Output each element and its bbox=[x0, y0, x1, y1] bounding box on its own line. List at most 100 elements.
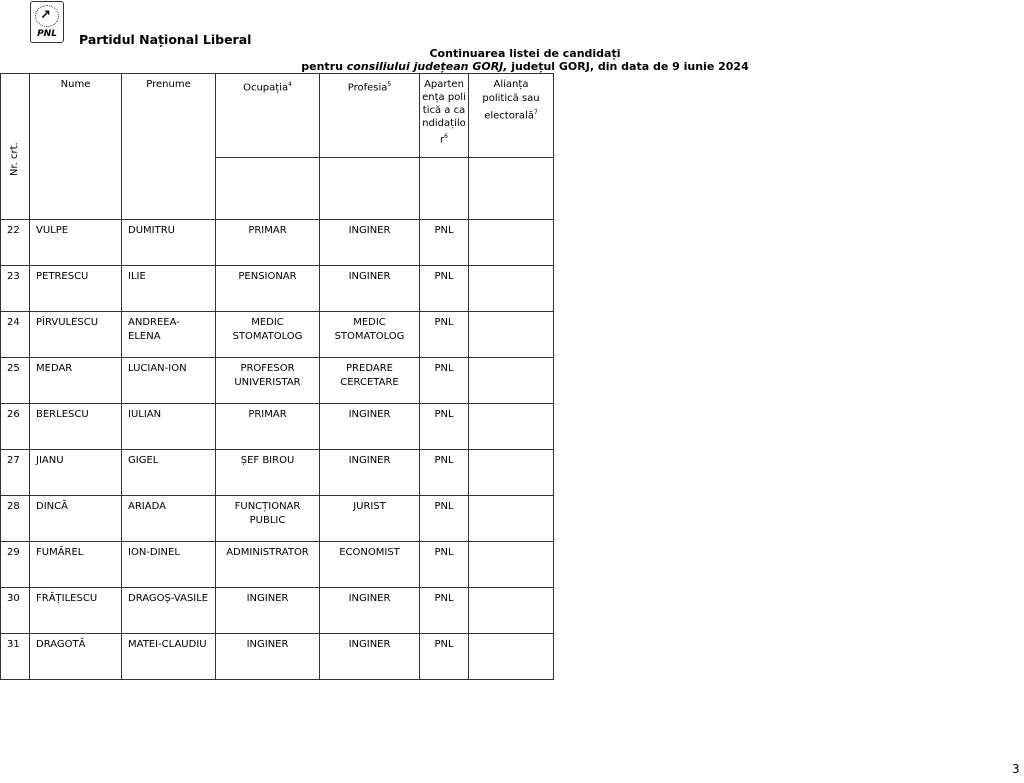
table-row: 22 VULPE DUMITRU PRIMAR INGINER PNL bbox=[0, 219, 554, 266]
header-ocupatia-text: Ocupația bbox=[243, 82, 289, 94]
cell-profesia: INGINER bbox=[319, 219, 420, 266]
cell-nume: JIANU bbox=[29, 449, 122, 496]
cell-prenume: ILIE bbox=[121, 265, 216, 312]
header-apartenenta: Apartenența politică a candidaților6 bbox=[419, 73, 469, 158]
cell-alianta bbox=[468, 587, 554, 634]
cell-prenume: ION-DINEL bbox=[121, 541, 216, 588]
cell-nr: 27 bbox=[0, 449, 30, 496]
empty-cell bbox=[419, 157, 469, 220]
header-prenume: Prenume bbox=[121, 73, 216, 220]
cell-alianta bbox=[468, 311, 554, 358]
cell-nume: BERLESCU bbox=[29, 403, 122, 450]
footnote-ref: 4 bbox=[288, 81, 292, 88]
cell-ocupatia: PENSIONAR bbox=[215, 265, 320, 312]
logo-text: PNL bbox=[37, 29, 57, 39]
cell-ocupatia: PROFESOR UNIVERISTAR bbox=[215, 357, 320, 404]
cell-prenume: IULIAN bbox=[121, 403, 216, 450]
cell-alianta bbox=[468, 265, 554, 312]
header-alianta-text: Alianța politică sau electorală bbox=[482, 79, 540, 122]
cell-ocupatia: INGINER bbox=[215, 587, 320, 634]
cell-profesia: ECONOMIST bbox=[319, 541, 420, 588]
cell-nume: DINCĂ bbox=[29, 495, 122, 542]
cell-alianta bbox=[468, 495, 554, 542]
cell-apartenenta: PNL bbox=[419, 541, 469, 588]
header-nume: Nume bbox=[29, 73, 122, 220]
table-row: 28 DINCĂ ARIADA FUNCȚIONAR PUBLIC JURIST PNL bbox=[0, 495, 554, 542]
cell-prenume: MATEI-CLAUDIU bbox=[121, 633, 216, 680]
table-row: 25 MEDAR LUCIAN-ION PROFESOR UNIVERISTAR PRE… bbox=[0, 357, 554, 404]
cell-alianta bbox=[468, 403, 554, 450]
cell-profesia: PREDARE CERCETARE bbox=[319, 357, 420, 404]
cell-ocupatia: MEDIC STOMATOLOG bbox=[215, 311, 320, 358]
cell-alianta bbox=[468, 541, 554, 588]
cell-apartenenta: PNL bbox=[419, 449, 469, 496]
cell-nume: PÎRVULESCU bbox=[29, 311, 122, 358]
cell-apartenenta: PNL bbox=[419, 219, 469, 266]
footnote-ref: 7 bbox=[533, 109, 538, 116]
cell-nr: 31 bbox=[0, 633, 30, 680]
cell-apartenenta: PNL bbox=[419, 403, 469, 450]
cell-prenume: LUCIAN-ION bbox=[121, 357, 216, 404]
cell-nume: FRĂȚILESCU bbox=[29, 587, 122, 634]
cell-apartenenta: PNL bbox=[419, 357, 469, 404]
cell-ocupatia: ȘEF BIROU bbox=[215, 449, 320, 496]
cell-nr: 22 bbox=[0, 219, 30, 266]
table-row: 30 FRĂȚILESCU DRAGOȘ-VASILE INGINER INGINER P… bbox=[0, 587, 554, 634]
table-row: 29 FUMĂREL ION-DINEL ADMINISTRATOR ECONOMIST… bbox=[0, 541, 554, 588]
table-row: 26 BERLESCU IULIAN PRIMAR INGINER PNL bbox=[0, 403, 554, 450]
stars-circle-icon bbox=[35, 5, 59, 27]
cell-prenume: GIGEL bbox=[121, 449, 216, 496]
cell-nume: FUMĂREL bbox=[29, 541, 122, 588]
cell-ocupatia: INGINER bbox=[215, 633, 320, 680]
title-italic: consiliului județean GORJ, bbox=[346, 60, 508, 73]
cell-ocupatia: PRIMAR bbox=[215, 403, 320, 450]
title-suffix: județul GORJ, din data de 9 iunie 2024 bbox=[507, 60, 749, 73]
cell-apartenenta: PNL bbox=[419, 495, 469, 542]
header-profesia: Profesia5 bbox=[319, 73, 420, 158]
cell-nr: 25 bbox=[0, 357, 30, 404]
table-row: 31 DRAGOTĂ MATEI-CLAUDIU INGINER INGINER PNL bbox=[0, 633, 554, 680]
cell-nr: 24 bbox=[0, 311, 30, 358]
title-line2: pentru consiliului județean GORJ, județu… bbox=[300, 60, 750, 73]
header-profesia-text: Profesia bbox=[347, 82, 388, 94]
cell-profesia: INGINER bbox=[319, 587, 420, 634]
cell-nr: 28 bbox=[0, 495, 30, 542]
cell-nume: VULPE bbox=[29, 219, 122, 266]
cell-nr: 26 bbox=[0, 403, 30, 450]
cell-ocupatia: FUNCȚIONAR PUBLIC bbox=[215, 495, 320, 542]
cell-profesia: INGINER bbox=[319, 265, 420, 312]
cell-ocupatia: ADMINISTRATOR bbox=[215, 541, 320, 588]
document-title: Continuarea listei de candidați pentru c… bbox=[300, 47, 750, 73]
header-row: Nr. crt. Nume Prenume Ocupația4 Profesia… bbox=[0, 73, 554, 220]
cell-nr: 23 bbox=[0, 265, 30, 312]
cell-alianta bbox=[468, 219, 554, 266]
header-apartenenta-text: Apartenența politică a candidaților bbox=[422, 79, 466, 146]
table-row: 23 PETRESCU ILIE PENSIONAR INGINER PNL bbox=[0, 265, 554, 312]
cell-prenume: ARIADA bbox=[121, 495, 216, 542]
cell-profesia: INGINER bbox=[319, 449, 420, 496]
candidates-table: Nr. crt. Nume Prenume Ocupația4 Profesia… bbox=[0, 73, 554, 680]
cell-alianta bbox=[468, 633, 554, 680]
cell-profesia: INGINER bbox=[319, 633, 420, 680]
table-row: 27 JIANU GIGEL ȘEF BIROU INGINER PNL bbox=[0, 449, 554, 496]
table-row: 24 PÎRVULESCU ANDREEA-ELENA MEDIC STOMATOLO… bbox=[0, 311, 554, 358]
party-name: Partidul Național Liberal bbox=[79, 32, 252, 47]
cell-alianta bbox=[468, 357, 554, 404]
cell-profesia: JURIST bbox=[319, 495, 420, 542]
footnote-ref: 5 bbox=[387, 81, 392, 88]
cell-alianta bbox=[468, 449, 554, 496]
cell-profesia: MEDIC STOMATOLOG bbox=[319, 311, 420, 358]
cell-nr: 29 bbox=[0, 541, 30, 588]
header-alianta: Alianța politică sau electorală7 bbox=[468, 73, 554, 158]
header-ocupatia: Ocupația4 bbox=[215, 73, 320, 158]
cell-nr: 30 bbox=[0, 587, 30, 634]
cell-apartenenta: PNL bbox=[419, 311, 469, 358]
page-number: 3 bbox=[1012, 762, 1020, 776]
cell-prenume: ANDREEA-ELENA bbox=[121, 311, 216, 358]
empty-cell bbox=[468, 157, 554, 220]
title-prefix: pentru bbox=[301, 60, 347, 73]
cell-nume: MEDAR bbox=[29, 357, 122, 404]
footnote-ref: 6 bbox=[444, 133, 448, 140]
pnl-logo: ↗ PNL bbox=[30, 1, 64, 43]
cell-ocupatia: PRIMAR bbox=[215, 219, 320, 266]
